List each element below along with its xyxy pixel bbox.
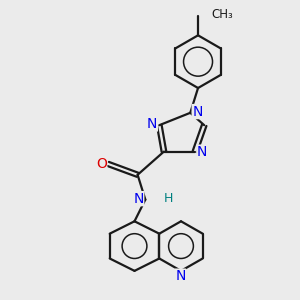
Text: O: O <box>96 157 107 171</box>
Text: CH₃: CH₃ <box>211 8 233 21</box>
Text: N: N <box>147 117 158 131</box>
Text: N: N <box>133 192 144 206</box>
Text: N: N <box>197 145 207 159</box>
Text: H: H <box>164 191 173 205</box>
Text: N: N <box>192 105 203 118</box>
Text: N: N <box>175 269 186 283</box>
